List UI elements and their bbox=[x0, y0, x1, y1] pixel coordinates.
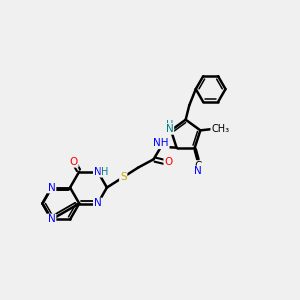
Text: H: H bbox=[166, 120, 173, 130]
Text: N: N bbox=[48, 214, 56, 224]
Text: N: N bbox=[94, 199, 102, 208]
Text: NH: NH bbox=[153, 138, 169, 148]
Text: N: N bbox=[166, 124, 173, 134]
Text: N: N bbox=[94, 167, 102, 177]
Text: C: C bbox=[195, 161, 202, 171]
Text: CH₃: CH₃ bbox=[211, 124, 229, 134]
Text: O: O bbox=[164, 157, 172, 167]
Text: O: O bbox=[70, 157, 78, 167]
Text: N: N bbox=[48, 182, 56, 193]
Text: H: H bbox=[101, 167, 109, 177]
Text: S: S bbox=[120, 172, 127, 182]
Text: N: N bbox=[194, 167, 202, 176]
